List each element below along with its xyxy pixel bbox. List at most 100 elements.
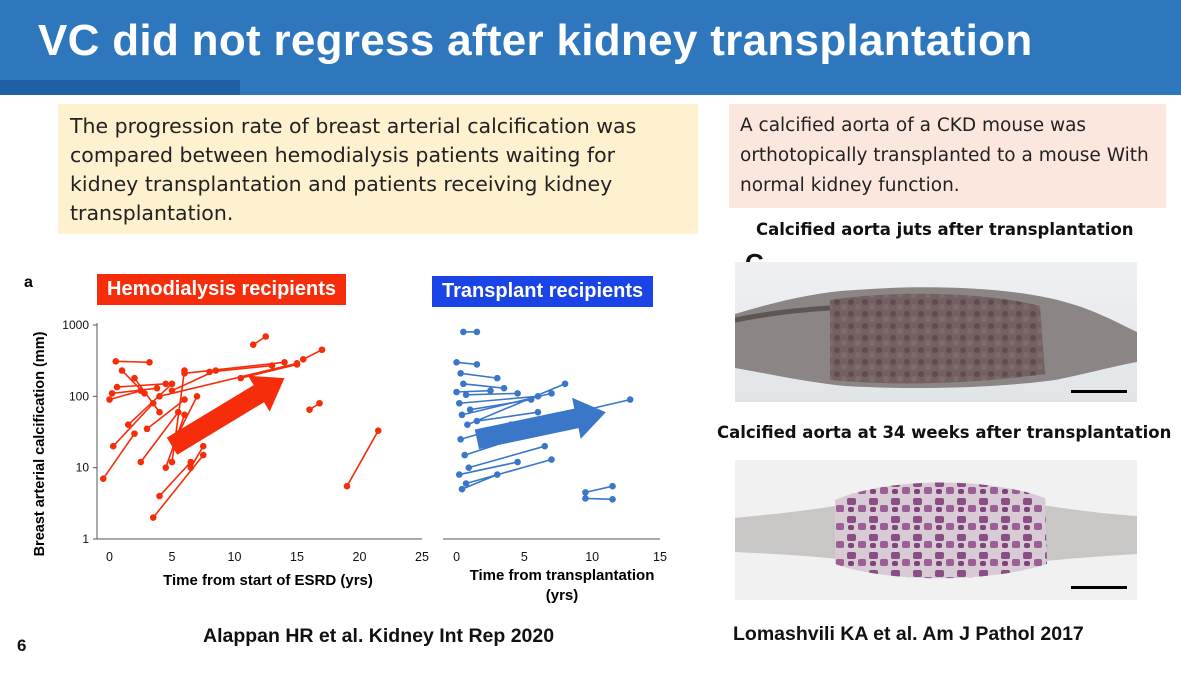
transplant-data-point [582,489,589,496]
transplant-data-point [460,328,467,336]
x-tick-label: 5 [521,550,528,564]
hemodialysis-data-point [206,368,213,376]
hemodialysis-data-point [299,356,307,363]
hemodialysis-data-point [153,384,161,392]
hemodialysis-patient-line [159,362,298,398]
transplant-data-point [458,411,466,419]
y-axis-label: Breast arterial calcification (mm) [32,331,48,556]
transplant-data-point [464,421,471,429]
hemodialysis-data-point [237,374,245,382]
transplant-data-point [609,496,616,503]
hemodialysis-data-point [99,475,107,483]
hemodialysis-data-point [374,427,382,434]
transplant-data-point [609,482,616,490]
hemodialysis-patient-line [209,364,273,373]
transplant-data-point [462,391,470,399]
transplant-patient-line [460,372,498,379]
hemodialysis-data-point [281,358,288,366]
y-tick-label: 100 [69,389,89,403]
x-tick-label: 0 [453,550,460,564]
hemodialysis-data-point [187,464,195,471]
hemodialysis-patient-line [133,377,161,413]
hemodialysis-patient-line [112,402,154,447]
hemodialysis-patient-line [177,395,198,434]
x-axis-label-transplant: Time from transplantation (yrs) [470,567,655,604]
transplant-patient-line [585,497,613,501]
transplant-patient-line [459,395,539,405]
right-citation: Lomashvili KA et al. Am J Pathol 2017 [733,623,1084,645]
transplant-data-point [582,495,589,502]
transplant-chart-title: Transplant recipients [432,276,654,307]
x-axis-label-hemodialysis: Time from start of ESRD (yrs) [163,572,373,589]
hemodialysis-data-point [318,346,326,354]
hemodialysis-data-point [112,357,120,365]
panel-letter-a: a [24,274,33,291]
study-description-box: The progression rate of breast arterial … [58,104,698,234]
hemodialysis-data-point [131,430,138,437]
transplant-data-point [548,390,555,397]
title-banner-accent [0,80,240,95]
transplant-data-point [458,485,466,493]
transplant-data-point [455,399,463,407]
x-tick-label: 0 [106,550,113,564]
hemodialysis-patient-line [111,387,158,395]
calcified-aorta-photo-c [735,262,1137,402]
transplant-data-point [453,388,460,396]
hemodialysis-data-point [181,396,188,403]
hemodialysis-patient-line [184,361,285,375]
transplant-data-point [455,471,463,478]
hemodialysis-data-point [156,393,163,400]
hemodialysis-data-point [249,341,257,348]
hemodialysis-data-point [146,358,153,366]
calcified-aorta-photo-e [735,460,1137,600]
transplant-data-point [457,370,464,377]
hemodialysis-data-point [156,492,163,500]
hemodialysis-patient-line [302,349,323,361]
hemodialysis-data-point [124,421,132,429]
title-banner [0,0,1181,95]
hemodialysis-patient-line [115,360,150,364]
x-tick-label: 10 [585,550,599,564]
hemodialysis-patient-line [346,430,379,487]
left-citation: Alappan HR et al. Kidney Int Rep 2020 [203,625,555,647]
hemodialysis-data-point [162,380,170,388]
transplant-data-point [500,384,508,392]
transplant-patient-line [459,461,518,476]
hemodialysis-patient-line [146,398,185,430]
x-tick-label: 15 [290,550,304,564]
x-tick-label: 25 [415,550,429,564]
transplant-data-point [514,390,521,397]
hemodialysis-data-point [137,458,145,466]
transplant-patient-line [456,389,491,393]
transplant-patient-line [463,382,505,390]
transplant-data-point [466,406,474,413]
transplant-data-point [460,380,467,388]
x-tick-label: 15 [653,550,667,564]
hemodialysis-data-point [316,399,323,407]
transplant-data-point [473,328,481,336]
transplant-data-point [457,435,464,443]
hemodialysis-data-point [343,482,351,490]
hemodialysis-patient-line [158,461,192,497]
hemodialysis-data-point [149,514,157,521]
transplant-data-point [462,480,470,487]
transplant-trend-arrow [474,397,606,450]
x-tick-label: 20 [353,550,367,564]
hemodialysis-data-point [106,396,113,403]
hemodialysis-data-point [143,425,151,433]
transplant-patient-line [467,383,566,426]
y-tick-label: 10 [76,461,90,475]
transplant-data-point [541,442,549,450]
mouse-experiment-box: A calcified aorta of a CKD mouse was ort… [729,104,1166,208]
hemodialysis-data-point [156,408,163,416]
hemodialysis-patient-line [152,454,204,519]
transplant-patient-line [465,458,552,485]
transplant-data-point [514,458,521,466]
hemodialysis-patient-line [190,445,204,469]
hemodialysis-data-point [162,464,170,471]
hemodialysis-data-point [268,362,276,369]
hemodialysis-patient-line [116,382,166,388]
transplant-patient-line [468,445,545,469]
hemodialysis-data-point [113,383,121,391]
